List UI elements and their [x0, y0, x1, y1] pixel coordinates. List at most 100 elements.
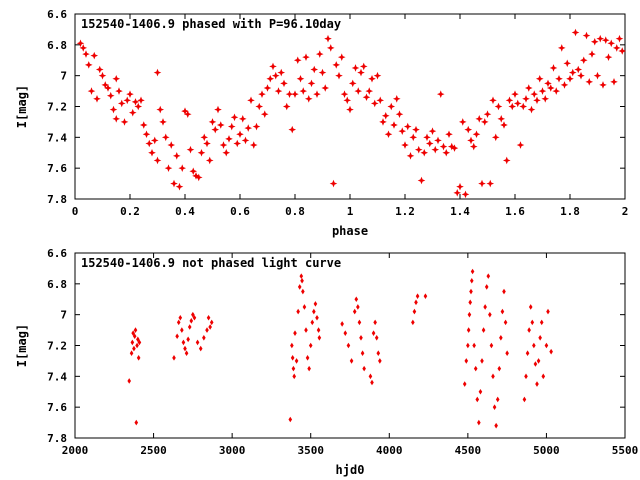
data-point — [315, 50, 324, 58]
data-point — [588, 50, 596, 58]
data-point — [288, 125, 297, 134]
data-point — [236, 130, 244, 139]
data-point — [373, 71, 382, 80]
data-point — [255, 102, 264, 111]
data-point — [414, 145, 423, 154]
data-point — [175, 333, 179, 340]
data-point — [142, 130, 151, 139]
data-point — [340, 321, 344, 327]
data-point — [280, 79, 288, 88]
data-point — [527, 105, 536, 114]
data-point — [546, 308, 550, 315]
data-point — [178, 164, 187, 172]
data-point — [373, 319, 377, 326]
data-point — [384, 130, 393, 139]
data-point — [368, 373, 373, 380]
data-point — [351, 64, 360, 72]
data-point — [219, 141, 228, 149]
data-point — [153, 68, 162, 77]
data-point — [536, 358, 541, 364]
data-point — [349, 358, 354, 364]
data-point — [310, 319, 315, 326]
data-point — [326, 44, 335, 52]
data-point — [249, 141, 258, 149]
data-point — [302, 304, 307, 310]
data-point — [293, 56, 302, 65]
unphased-data-points — [127, 268, 553, 429]
data-point — [299, 87, 308, 95]
data-point — [491, 373, 495, 380]
data-point — [145, 139, 154, 148]
data-point — [313, 301, 318, 307]
data-point — [356, 304, 360, 310]
data-point — [172, 355, 176, 361]
data-point — [392, 94, 401, 103]
data-point — [316, 327, 321, 333]
phased-y-tick-label: 7.8 — [47, 193, 67, 206]
data-point — [477, 419, 481, 426]
data-point — [296, 74, 305, 83]
data-point — [205, 156, 214, 165]
phased-x-tick-label: 0 — [72, 205, 79, 218]
phased-x-tick-label: 2 — [622, 205, 629, 218]
data-point — [87, 87, 96, 95]
data-point — [436, 90, 445, 98]
data-point — [302, 53, 310, 61]
data-point — [252, 122, 261, 131]
data-point — [467, 311, 472, 318]
data-point — [84, 61, 93, 69]
data-point — [153, 156, 162, 165]
data-point — [300, 277, 304, 284]
data-point — [590, 37, 599, 46]
unphased-x-tick-label: 2500 — [140, 444, 167, 457]
data-point — [585, 78, 594, 86]
data-point — [277, 68, 286, 77]
data-point — [324, 34, 332, 43]
data-point — [491, 133, 500, 142]
phased-y-tick-label: 7.2 — [47, 101, 67, 114]
data-point — [357, 319, 362, 326]
data-point — [266, 74, 275, 83]
data-point — [411, 319, 415, 326]
data-point — [499, 334, 503, 341]
data-point — [500, 308, 505, 315]
phased-x-tick-label: 1 — [347, 205, 354, 218]
data-point — [368, 74, 376, 83]
data-point — [464, 125, 473, 134]
data-point — [541, 94, 550, 103]
data-point — [164, 164, 173, 172]
data-point — [469, 277, 474, 284]
phased-y-tick-label: 6.8 — [47, 39, 67, 52]
data-point — [293, 330, 297, 336]
data-point — [599, 81, 607, 89]
data-point — [415, 293, 420, 299]
data-point — [172, 152, 181, 160]
data-point — [524, 373, 528, 380]
data-point — [132, 333, 137, 340]
unphased-x-tick-label: 4000 — [376, 444, 403, 457]
data-point — [395, 110, 404, 119]
data-point — [610, 78, 618, 86]
data-point — [315, 314, 319, 321]
unphased-y-tick-label: 7.8 — [47, 432, 67, 445]
phased-x-tick-label: 0.8 — [285, 205, 305, 218]
data-point — [305, 355, 310, 361]
data-point — [211, 125, 220, 134]
data-point — [335, 71, 343, 80]
data-point — [117, 99, 126, 108]
data-point — [612, 44, 621, 52]
data-point — [148, 148, 156, 157]
data-point — [522, 396, 527, 403]
unphased-panel: 2000 2500 3000 3500 4000 4500 5000 5500 6.6 6.8 7 7… — [15, 247, 638, 477]
data-point — [445, 130, 453, 139]
unphased-y-axis-label: I[mag] — [15, 324, 29, 367]
data-point — [601, 36, 610, 45]
data-point — [370, 99, 379, 108]
data-point — [181, 339, 186, 346]
phased-x-axis-label: phase — [332, 224, 368, 238]
data-point — [90, 51, 99, 60]
data-point — [468, 299, 473, 306]
data-point — [216, 121, 225, 129]
data-point — [414, 299, 418, 306]
